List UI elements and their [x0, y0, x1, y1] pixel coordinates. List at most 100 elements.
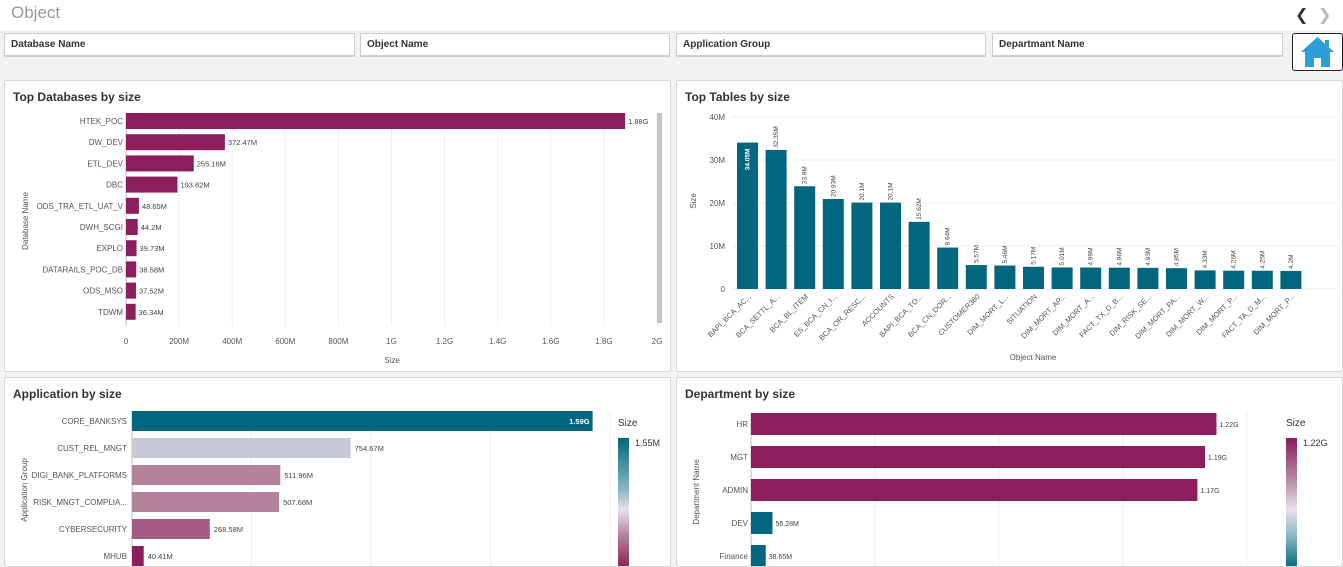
data-label: 20.1M	[859, 182, 866, 200]
category-label: TDWM	[98, 308, 123, 317]
data-label: 48.65M	[142, 202, 167, 211]
legend-max-value: 1.22G	[1303, 438, 1328, 448]
data-label: 5.01M	[1059, 247, 1066, 265]
data-label: 255.16M	[197, 159, 226, 168]
bar	[1194, 270, 1216, 289]
bar	[126, 240, 137, 257]
category-label: DIGI_BANK_PLATFORMS	[32, 471, 127, 480]
panel-title: Application by size	[13, 387, 122, 401]
data-label: 20.93M	[830, 175, 837, 197]
bar	[908, 221, 930, 289]
chart-top-tables[interactable]: 010M20M30M40M34.05MBAPI_BCA_AC...32.35MB…	[677, 81, 1343, 372]
category-label: ETL_DEV	[87, 159, 123, 168]
bar	[126, 113, 626, 129]
category-label: MGT	[730, 453, 748, 462]
page-title: Object	[11, 3, 61, 22]
category-label: HR	[736, 420, 748, 429]
data-label: 193.82M	[180, 181, 209, 190]
next-sheet-icon[interactable]: ❯	[1318, 7, 1332, 24]
bar	[751, 479, 1198, 501]
filter-department-name[interactable]: Departmant Name	[992, 33, 1283, 57]
bar	[1280, 270, 1302, 289]
x-tick-label: 1.6G	[542, 337, 559, 346]
data-label: 39.73M	[140, 244, 165, 253]
category-label: HTEK_POC	[80, 117, 123, 126]
data-label: 4.85M	[1174, 248, 1181, 266]
bar	[737, 142, 758, 289]
y-axis-title: Department Name	[692, 459, 701, 525]
y-tick-label: 30M	[709, 156, 725, 165]
y-tick-label: 0	[721, 285, 726, 294]
data-label: 9.64M	[945, 227, 952, 245]
category-label: DWH_SCGI	[80, 223, 123, 232]
data-label: 1.59G	[569, 417, 590, 426]
scrollbar-thumb[interactable]	[657, 113, 662, 323]
bar	[1080, 267, 1102, 289]
y-axis-title: Size	[689, 193, 698, 209]
chart-application-by-size[interactable]: CORE_BANKSYS 1.59G CUST_REL_MNGT 754.67M DIG…	[5, 378, 671, 567]
data-label: 507.68M	[283, 498, 312, 507]
bar	[1051, 267, 1073, 289]
data-label: 4.96M	[1116, 248, 1123, 266]
y-tick-label: 10M	[709, 242, 725, 251]
category-label: CORE_BANKSYS	[62, 417, 127, 426]
bar	[132, 546, 144, 566]
panel-department-by-size: Department by size HR 1.22G MGT 1.19G ADMIN 1…	[676, 377, 1343, 567]
bar	[1108, 267, 1130, 289]
x-tick-label: 200M	[169, 337, 189, 346]
x-tick-label: 1.4G	[489, 337, 506, 346]
bar	[132, 438, 351, 458]
bar	[126, 134, 225, 151]
legend-max-value: 1.55M	[635, 438, 661, 448]
chart-top-databases[interactable]: 0 200M 400M 600M 800M 1G 1.2G 1.4G 1.6G 1.8G 2G HTE…	[5, 81, 671, 372]
top-bar: Object ❮ ❯	[0, 0, 1343, 30]
previous-sheet-icon[interactable]: ❮	[1295, 7, 1309, 24]
data-label: 4.25M	[1259, 251, 1266, 269]
category-label: DEV	[732, 519, 749, 528]
category-label: DATARAILS_POC_DB	[42, 265, 123, 274]
data-label: 5.46M	[1002, 245, 1009, 263]
filter-object-name[interactable]: Object Name	[360, 33, 670, 57]
data-label: 4.93M	[1145, 248, 1152, 266]
legend-gradient	[618, 438, 629, 566]
filter-database-name[interactable]: Database Name	[4, 33, 355, 57]
bar	[751, 512, 773, 534]
bar	[822, 199, 844, 289]
bar	[126, 155, 194, 172]
data-label: 372.47M	[228, 138, 257, 147]
home-icon	[1301, 37, 1334, 67]
home-button[interactable]	[1292, 33, 1343, 71]
x-axis-title: Size	[384, 356, 400, 365]
bar	[126, 261, 137, 278]
x-tick-label: 1.8G	[595, 337, 612, 346]
bar	[880, 202, 901, 289]
y-tick-label: 40M	[709, 113, 725, 122]
data-label: 511.96M	[284, 471, 313, 480]
data-label: 1.22G	[1219, 422, 1238, 429]
x-tick-label: 1G	[386, 337, 397, 346]
x-tick-label: 600M	[275, 337, 295, 346]
x-tick-label: 400M	[222, 337, 242, 346]
data-label: 754.67M	[355, 444, 384, 453]
bar	[1251, 270, 1273, 289]
filter-application-group[interactable]: Application Group	[676, 33, 986, 57]
panel-application-by-size: Application by size CORE_BANKSYS 1.59G CUS…	[4, 377, 671, 567]
data-label: 5.57M	[973, 245, 980, 263]
x-tick-label: 0	[124, 337, 129, 346]
x-tick-label: 1.2G	[436, 337, 453, 346]
data-label: 38.58M	[139, 265, 164, 274]
bar	[132, 519, 210, 539]
bar	[794, 186, 816, 289]
bar	[126, 282, 136, 299]
data-label: 20.1M	[888, 182, 895, 200]
category-label: EXPLO	[96, 244, 123, 253]
data-label: 4.2M	[1288, 254, 1295, 268]
panel-title: Top Databases by size	[13, 90, 141, 104]
bar	[1223, 270, 1245, 289]
legend-title: Size	[618, 418, 638, 429]
bar	[751, 413, 1217, 435]
category-label: CYBERSECURITY	[59, 525, 128, 534]
data-label: 1.19G	[1208, 455, 1227, 462]
bar	[751, 446, 1206, 468]
